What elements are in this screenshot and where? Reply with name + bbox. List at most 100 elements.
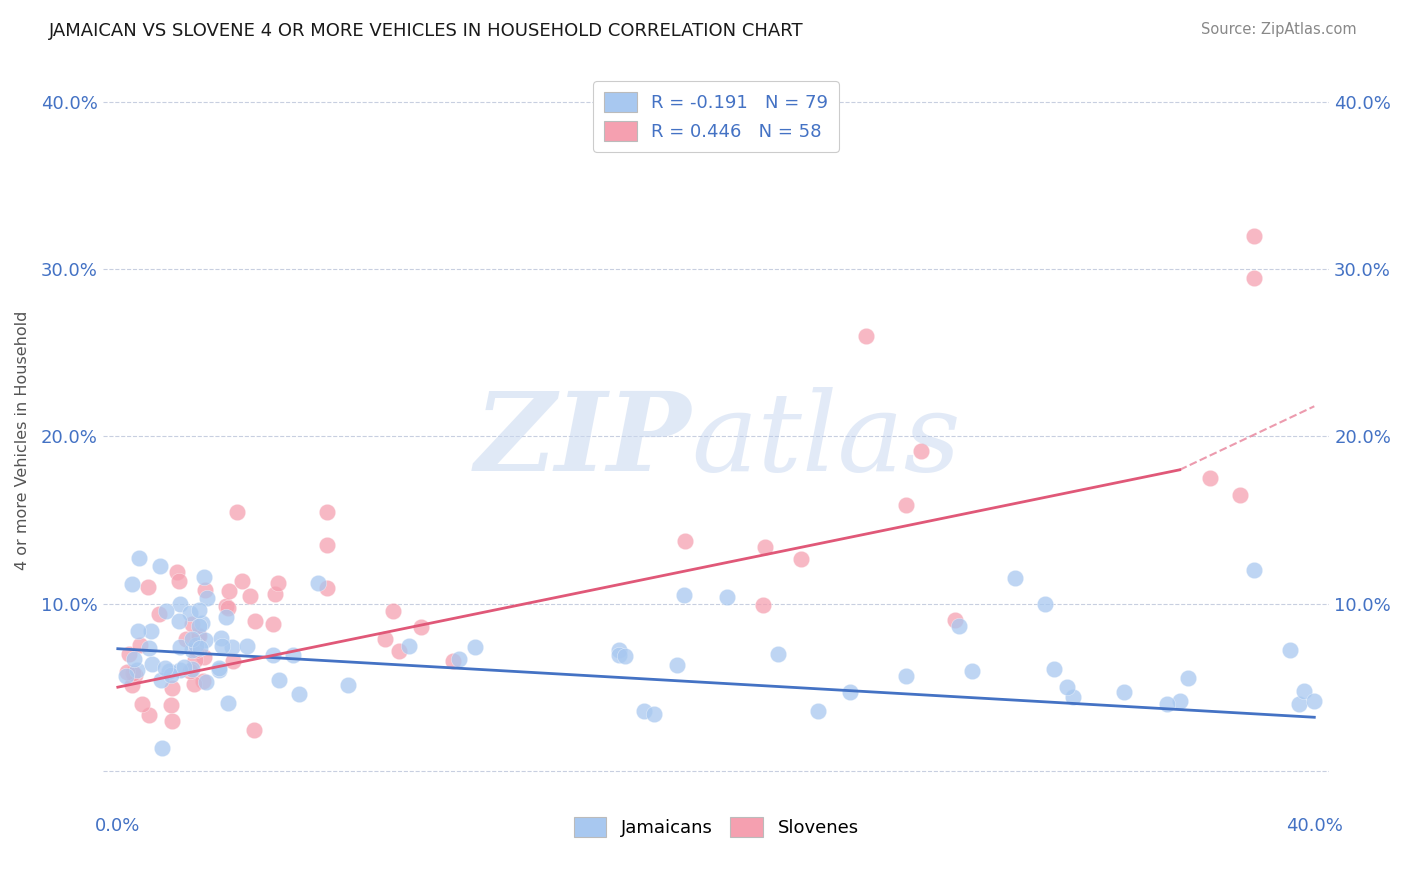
Point — [243, 614, 266, 628]
Point — [208, 664, 231, 678]
Point — [121, 678, 143, 692]
Point — [190, 616, 212, 631]
Point — [131, 697, 153, 711]
Point — [1243, 270, 1265, 285]
Point — [447, 652, 470, 666]
Point — [208, 661, 231, 675]
Point — [1243, 563, 1265, 577]
Point — [211, 640, 233, 654]
Point — [1288, 697, 1310, 711]
Point — [187, 603, 209, 617]
Point — [262, 617, 284, 632]
Point — [374, 632, 396, 646]
Point — [141, 624, 163, 638]
Point — [264, 586, 287, 600]
Point — [387, 644, 409, 658]
Point — [179, 607, 201, 621]
Point — [215, 610, 238, 624]
Point — [187, 619, 209, 633]
Point — [188, 641, 211, 656]
Point — [169, 640, 191, 654]
Point — [288, 687, 311, 701]
Point — [236, 639, 259, 653]
Point — [181, 616, 204, 631]
Point — [141, 657, 163, 671]
Point — [633, 704, 655, 718]
Point — [716, 590, 738, 604]
Point — [766, 647, 789, 661]
Point — [194, 583, 217, 598]
Point — [153, 661, 176, 675]
Point — [1229, 488, 1251, 502]
Point — [127, 624, 149, 639]
Point — [1056, 681, 1078, 695]
Point — [188, 629, 211, 643]
Point — [184, 653, 207, 667]
Point — [187, 628, 209, 642]
Point — [159, 668, 181, 682]
Point — [231, 574, 253, 588]
Point — [121, 665, 143, 680]
Point — [1243, 228, 1265, 243]
Point — [176, 632, 198, 646]
Point — [607, 643, 630, 657]
Point — [754, 541, 776, 555]
Text: JAMAICAN VS SLOVENE 4 OR MORE VEHICLES IN HOUSEHOLD CORRELATION CHART: JAMAICAN VS SLOVENE 4 OR MORE VEHICLES I… — [49, 22, 804, 40]
Point — [1168, 693, 1191, 707]
Point — [1279, 643, 1302, 657]
Point — [441, 654, 464, 668]
Point — [217, 600, 239, 615]
Point — [411, 620, 433, 634]
Point — [894, 668, 917, 682]
Point — [167, 615, 190, 629]
Point — [226, 505, 249, 519]
Point — [138, 641, 160, 656]
Point — [218, 584, 240, 599]
Point — [960, 664, 983, 678]
Point — [125, 663, 148, 677]
Point — [382, 604, 405, 618]
Point — [269, 673, 291, 688]
Point — [1294, 684, 1316, 698]
Point — [169, 597, 191, 611]
Point — [239, 589, 262, 603]
Point — [179, 664, 201, 678]
Point — [159, 698, 181, 712]
Point — [316, 538, 339, 552]
Point — [122, 652, 145, 666]
Point — [807, 704, 830, 718]
Point — [128, 550, 150, 565]
Point — [1043, 662, 1066, 676]
Point — [398, 639, 420, 653]
Point — [183, 677, 205, 691]
Point — [191, 673, 214, 688]
Legend: Jamaicans, Slovenes: Jamaicans, Slovenes — [567, 810, 866, 845]
Text: ZIP: ZIP — [475, 387, 692, 494]
Point — [149, 673, 172, 687]
Point — [180, 632, 202, 646]
Y-axis label: 4 or more Vehicles in Household: 4 or more Vehicles in Household — [15, 310, 30, 570]
Point — [150, 740, 173, 755]
Point — [1303, 694, 1326, 708]
Point — [316, 505, 339, 519]
Point — [614, 649, 637, 664]
Point — [180, 643, 202, 657]
Point — [194, 674, 217, 689]
Point — [607, 648, 630, 662]
Point — [222, 654, 245, 668]
Point — [121, 577, 143, 591]
Point — [673, 534, 696, 549]
Point — [643, 706, 665, 721]
Point — [1062, 690, 1084, 705]
Point — [138, 580, 160, 594]
Point — [896, 498, 918, 512]
Point — [114, 669, 136, 683]
Point — [162, 714, 184, 728]
Point — [948, 619, 970, 633]
Text: Source: ZipAtlas.com: Source: ZipAtlas.com — [1201, 22, 1357, 37]
Point — [128, 638, 150, 652]
Point — [1112, 685, 1135, 699]
Point — [943, 613, 966, 627]
Point — [162, 681, 184, 695]
Point — [157, 664, 180, 678]
